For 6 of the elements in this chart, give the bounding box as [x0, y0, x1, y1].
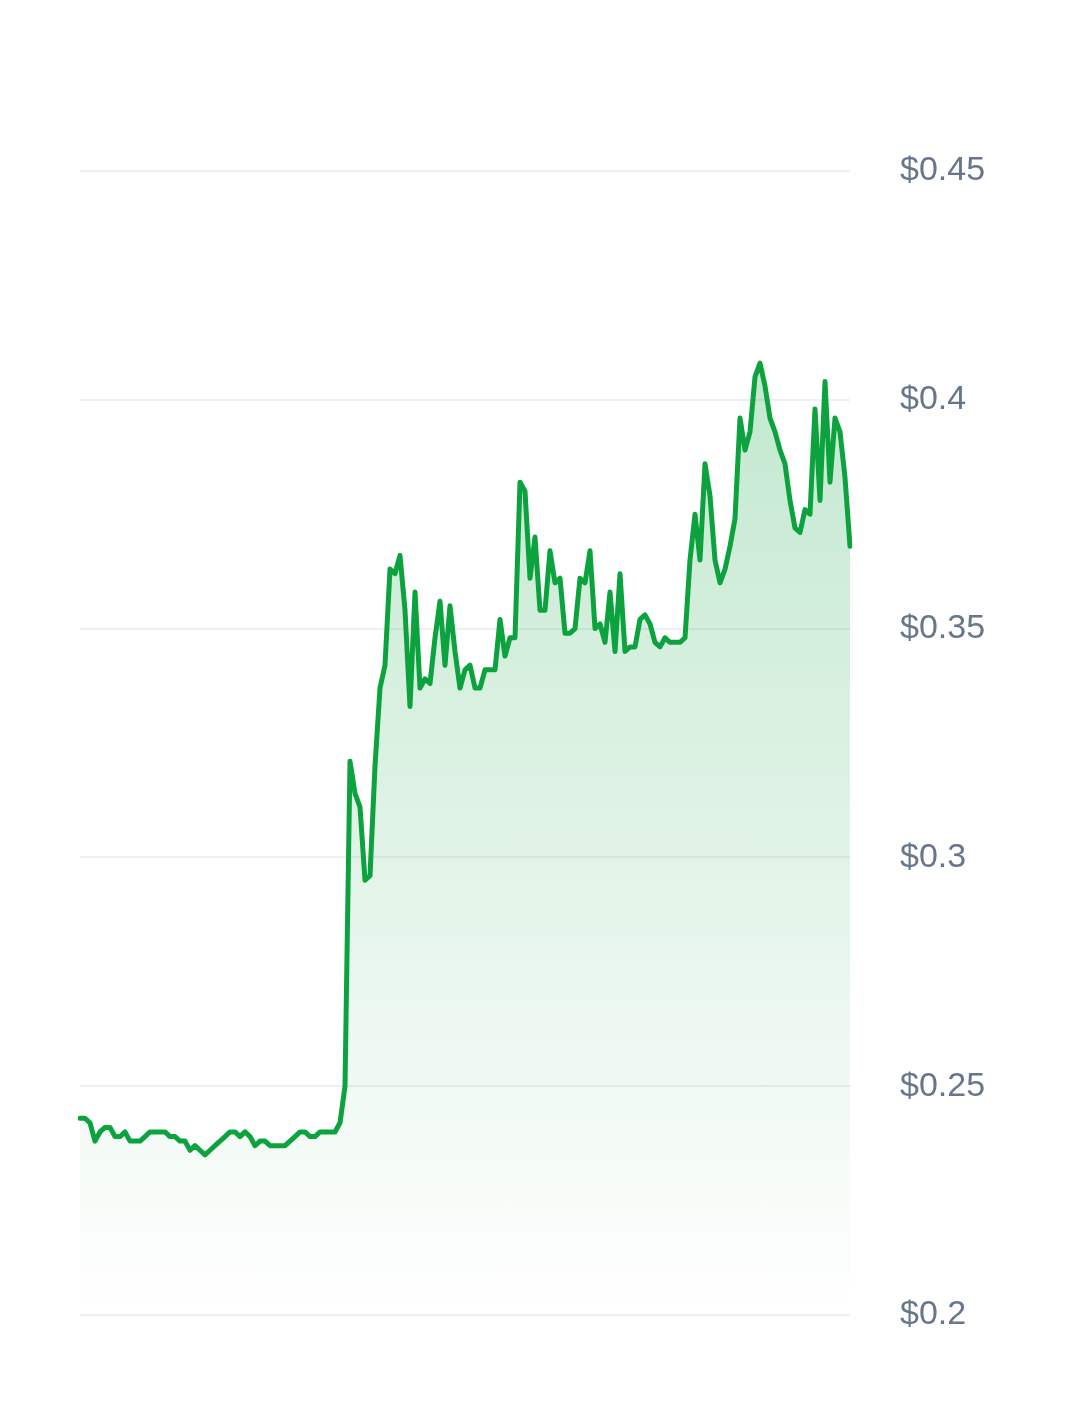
y-tick-label: $0.25	[900, 1064, 986, 1103]
y-tick-label: $0.2	[900, 1293, 967, 1332]
y-tick-label: $0.3	[900, 835, 967, 874]
y-tick-label: $0.4	[900, 378, 967, 417]
y-tick-label: $0.45	[900, 149, 986, 188]
y-tick-label: $0.35	[900, 606, 986, 645]
